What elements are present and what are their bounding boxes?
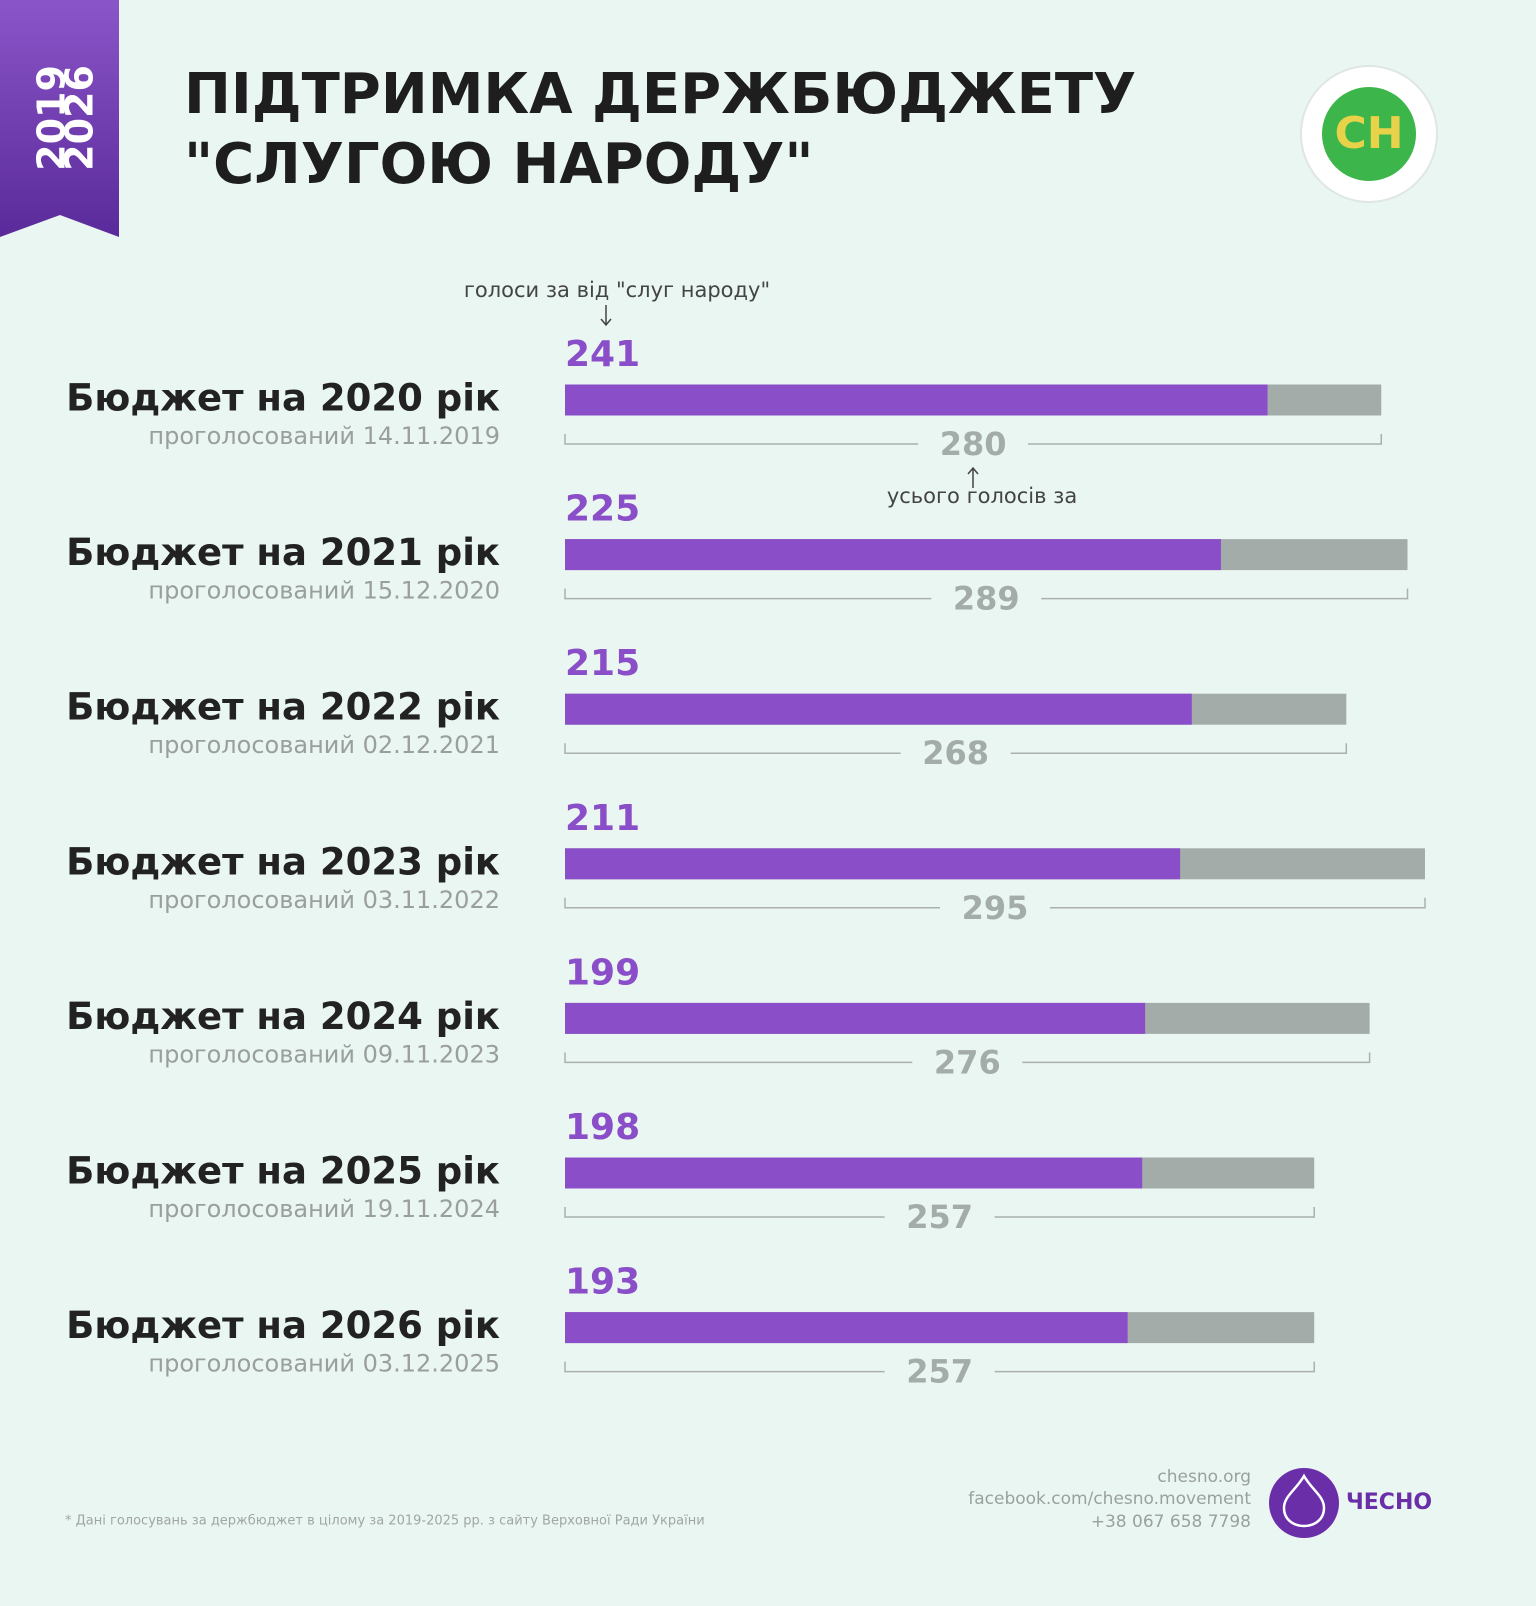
total-bracket — [564, 743, 1348, 754]
total-value: 295 — [962, 889, 1029, 927]
annotation-arrow — [967, 466, 979, 488]
logo-circle — [1322, 87, 1416, 181]
annotation: усього голосів за — [887, 484, 1077, 508]
servant-bar — [565, 693, 1192, 725]
ribbon — [0, 0, 119, 237]
contact: facebook.com/chesno.movement — [968, 1489, 1251, 1509]
logo-text: CH — [1334, 108, 1403, 159]
servant-bar — [565, 848, 1181, 880]
total-value: 280 — [940, 425, 1007, 463]
annotation: голоси за від "слуг народу" — [464, 278, 770, 302]
total-value: 257 — [906, 1353, 973, 1391]
category-note: проголосований 19.11.2024 — [148, 1195, 500, 1223]
category-note: проголосований 15.12.2020 — [148, 577, 500, 605]
brand-name: ЧЕСНО — [1346, 1490, 1432, 1515]
servant-value: 211 — [565, 798, 640, 839]
category-note: проголосований 02.12.2021 — [148, 731, 500, 759]
total-bracket — [564, 588, 1409, 600]
servant-bar — [565, 539, 1221, 571]
badge-year: 2019 — [30, 65, 74, 171]
category-label: Бюджет на 2023 рік — [66, 840, 500, 883]
servant-bar — [565, 1157, 1143, 1189]
brand-logo — [1269, 1468, 1339, 1538]
servant-value: 199 — [565, 952, 640, 993]
footnote: * Дані голосувань за держбюджет в цілому… — [65, 1514, 705, 1529]
servant-bar — [565, 384, 1268, 416]
category-label: Бюджет на 2026 рік — [66, 1304, 500, 1347]
annotation-arrow — [600, 305, 612, 327]
category-label: Бюджет на 2024 рік — [66, 995, 500, 1038]
category-label: Бюджет на 2022 рік — [66, 686, 500, 729]
title: ПІДТРИМКА ДЕРЖБЮДЖЕТУ — [184, 62, 1136, 127]
category-note: проголосований 09.11.2023 — [148, 1040, 500, 1068]
total-bracket — [564, 1207, 1315, 1218]
servant-bar — [565, 1312, 1128, 1344]
badge-year: 2026 — [58, 65, 102, 171]
total-bracket — [564, 1361, 1315, 1373]
contact: chesno.org — [1157, 1467, 1251, 1487]
category-note: проголосований 14.11.2019 — [148, 422, 500, 450]
contact: +38 067 658 7798 — [1091, 1512, 1251, 1532]
total-value: 257 — [906, 1198, 973, 1236]
title: "СЛУГОЮ НАРОДУ" — [184, 132, 814, 197]
servant-value: 241 — [565, 334, 640, 375]
servant-value: 225 — [565, 489, 640, 530]
total-bracket — [564, 1052, 1371, 1064]
servant-bar — [565, 1002, 1146, 1034]
brand-icon — [1282, 1473, 1326, 1528]
total-bracket — [564, 897, 1426, 909]
category-label: Бюджет на 2025 рік — [66, 1150, 500, 1193]
category-label: Бюджет на 2020 рік — [66, 377, 500, 420]
total-value: 276 — [934, 1043, 1001, 1081]
total-bracket — [564, 434, 1383, 445]
servant-value: 193 — [565, 1262, 640, 1303]
category-note: проголосований 03.12.2025 — [148, 1350, 500, 1378]
category-label: Бюджет на 2021 рік — [66, 531, 500, 574]
total-value: 289 — [953, 580, 1020, 618]
servant-value: 198 — [565, 1107, 640, 1148]
total-value: 268 — [922, 734, 989, 772]
category-note: проголосований 03.11.2022 — [148, 886, 500, 914]
servant-value: 215 — [565, 643, 640, 684]
